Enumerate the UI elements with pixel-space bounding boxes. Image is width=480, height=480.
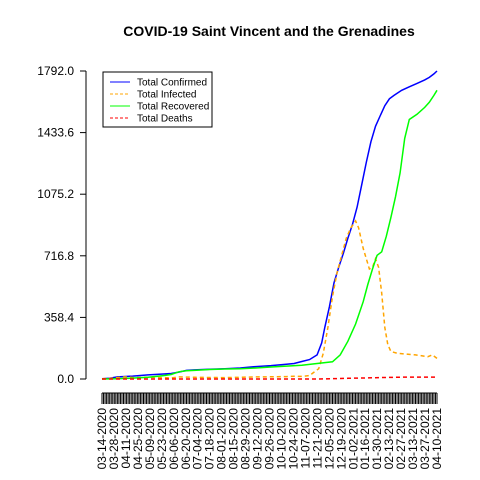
x-tick-label: 08-15-2020 (227, 408, 241, 470)
plot-area (101, 70, 438, 380)
x-tick-label: 05-09-2020 (143, 408, 157, 470)
y-tick-label: 358.4 (44, 310, 74, 324)
x-tick-label: 09-12-2020 (251, 408, 265, 470)
y-tick-label: 716.8 (44, 249, 74, 263)
legend-label: Total Deaths (137, 114, 193, 125)
x-tick-label: 12-05-2020 (322, 408, 336, 470)
chart-title: COVID-19 Saint Vincent and the Grenadine… (123, 23, 415, 39)
x-tick-label: 09-26-2020 (263, 408, 277, 470)
legend-label: Total Infected (137, 90, 196, 101)
x-tick-label: 03-13-2021 (406, 408, 420, 470)
x-tick-label: 11-21-2020 (310, 408, 324, 469)
y-tick-label: 0.0 (57, 372, 74, 386)
x-tick-label: 02-13-2021 (382, 408, 396, 470)
x-tick-label: 04-10-2021 (430, 408, 444, 470)
y-tick-label: 1075.2 (37, 187, 74, 201)
x-axis: 03-14-202003-28-202004-11-202004-25-2020… (95, 392, 444, 470)
y-axis: 0.0 358.4 716.8 1075.2 1433.6 1792.0 (37, 64, 87, 386)
x-tick-label: 10-24-2020 (286, 408, 300, 470)
series-line-total-infected (101, 219, 438, 380)
legend-label: Total Recovered (137, 102, 209, 113)
x-tick-label: 04-11-2020 (119, 408, 133, 469)
legend-label: Total Confirmed (137, 78, 207, 89)
x-tick-label: 05-23-2020 (155, 408, 169, 470)
x-tick-label: 04-25-2020 (131, 408, 145, 470)
x-tick-label: 01-02-2021 (346, 408, 360, 470)
x-tick-label: 08-01-2020 (215, 408, 229, 470)
y-tick-label: 1433.6 (37, 126, 74, 140)
series-line-total-recovered (101, 89, 438, 380)
x-tick-label: 06-20-2020 (179, 408, 193, 470)
x-tick-label: 11-07-2020 (298, 408, 312, 469)
x-tick-label: 12-19-2020 (334, 408, 348, 470)
x-tick-label: 03-14-2020 (95, 408, 109, 470)
x-tick-label: 07-04-2020 (191, 408, 205, 470)
x-tick-label: 01-16-2021 (358, 408, 372, 470)
x-tick-label: 03-27-2021 (418, 408, 432, 470)
x-tick-label: 03-28-2020 (107, 408, 121, 470)
x-tick-label: 06-06-2020 (167, 408, 181, 470)
y-tick-label: 1792.0 (37, 64, 74, 78)
x-tick-label: 10-10-2020 (274, 408, 288, 470)
x-tick-label: 08-29-2020 (239, 408, 253, 470)
series-line-total-deaths (102, 376, 437, 380)
x-tick-label: 02-27-2021 (394, 408, 408, 470)
x-tick-label: 01-30-2021 (370, 408, 384, 470)
x-tick-label: 07-18-2020 (203, 408, 217, 470)
